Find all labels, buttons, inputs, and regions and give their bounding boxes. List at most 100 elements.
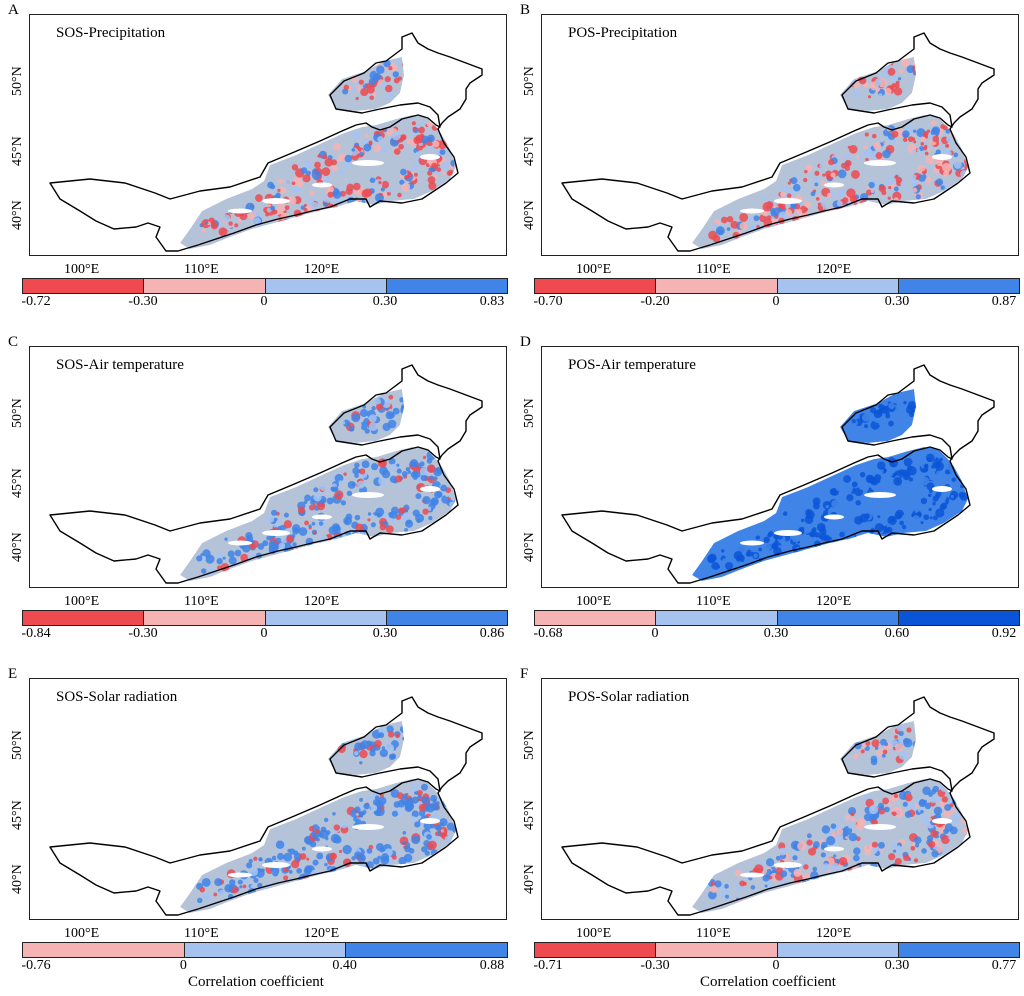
- correlation-pixel: [767, 533, 772, 538]
- colorbar-segment: [777, 943, 899, 957]
- correlation-pixel: [762, 547, 770, 554]
- correlation-pixel: [360, 88, 369, 97]
- correlation-pixel: [868, 487, 872, 491]
- correlation-pixel: [803, 177, 808, 183]
- correlation-pixel: [726, 891, 730, 895]
- correlation-pixel: [914, 836, 922, 844]
- region-boundary: [49, 364, 483, 584]
- correlation-pixel: [837, 189, 847, 199]
- correlation-pixel: [950, 494, 954, 499]
- non-vegetated-gap: [352, 160, 384, 166]
- correlation-pixel: [432, 798, 437, 803]
- correlation-pixel: [277, 178, 284, 185]
- correlation-pixel: [923, 146, 928, 151]
- correlation-pixel: [454, 485, 456, 490]
- correlation-pixel: [812, 866, 818, 872]
- correlation-pixel: [338, 168, 345, 175]
- correlation-pixel: [408, 797, 412, 801]
- correlation-pixel: [818, 534, 823, 539]
- correlation-pixel: [302, 160, 312, 170]
- correlation-pixel: [945, 143, 950, 148]
- correlation-pixel: [359, 749, 368, 759]
- correlation-pixel: [953, 161, 962, 169]
- correlation-pixel: [460, 168, 464, 172]
- correlation-pixel: [830, 823, 837, 829]
- correlation-pixel: [200, 555, 207, 562]
- correlation-pixel: [386, 725, 394, 734]
- correlation-pixel: [339, 190, 346, 197]
- correlation-pixel: [281, 221, 291, 231]
- correlation-pixel: [916, 175, 920, 180]
- correlation-pixel: [420, 474, 428, 482]
- correlation-pixel: [893, 87, 903, 96]
- correlation-pixel: [851, 481, 858, 488]
- correlation-pixel: [237, 879, 243, 885]
- correlation-pixel: [894, 845, 902, 853]
- correlation-pixel: [351, 131, 361, 140]
- correlation-pixel: [458, 824, 464, 830]
- correlation-pixel: [865, 798, 874, 808]
- correlation-pixel: [775, 855, 781, 861]
- latitude-label: 45°N: [522, 468, 537, 498]
- correlation-pixel: [333, 835, 342, 844]
- non-vegetated-gap: [312, 182, 332, 188]
- correlation-pixel: [842, 197, 849, 204]
- colorbar-segment: [144, 279, 266, 293]
- correlation-pixel: [368, 140, 373, 145]
- longitude-label: 120°E: [816, 926, 852, 941]
- colorbar-segment: [265, 611, 387, 625]
- correlation-pixel: [898, 68, 904, 74]
- correlation-pixel: [363, 143, 372, 152]
- correlation-pixel: [903, 457, 913, 467]
- region-boundary: [561, 364, 995, 584]
- correlation-pixel: [879, 404, 889, 414]
- correlation-pixel: [402, 59, 411, 69]
- correlation-pixel: [796, 208, 803, 215]
- correlation-pixel: [308, 504, 315, 511]
- correlation-pixel: [923, 514, 930, 521]
- correlation-pixel: [843, 475, 851, 483]
- correlation-pixel: [852, 90, 861, 99]
- correlation-pixel: [240, 545, 244, 549]
- correlation-pixel: [427, 176, 436, 184]
- correlation-pixel: [883, 401, 889, 407]
- map-graphic: [561, 32, 995, 252]
- correlation-pixel: [323, 202, 329, 207]
- correlation-pixel: [200, 568, 207, 574]
- correlation-pixel: [716, 553, 722, 559]
- correlation-pixel: [286, 866, 291, 871]
- region-boundary: [49, 32, 483, 252]
- non-vegetated-gap: [228, 208, 252, 214]
- correlation-pixel: [940, 124, 946, 129]
- correlation-pixel: [346, 183, 354, 192]
- correlation-pixel: [359, 151, 364, 156]
- correlation-pixel: [386, 187, 392, 193]
- correlation-pixel: [384, 76, 391, 83]
- correlation-pixel: [371, 406, 376, 411]
- colorbar-segment: [535, 611, 657, 625]
- correlation-pixel: [753, 215, 760, 222]
- correlation-pixel: [301, 846, 306, 851]
- map-frame: POS-Solar radiation: [541, 678, 1019, 920]
- correlation-pixel: [347, 85, 353, 91]
- correlation-pixel: [892, 811, 897, 817]
- correlation-pixel: [947, 797, 953, 803]
- correlation-pixel: [222, 214, 231, 223]
- correlation-pixel: [933, 479, 937, 483]
- correlation-pixel: [349, 755, 353, 759]
- correlation-pixel: [334, 536, 343, 545]
- correlation-pixel: [894, 735, 898, 739]
- correlation-pixel: [765, 858, 775, 867]
- longitude-label: 120°E: [304, 594, 340, 609]
- non-vegetated-gap: [740, 540, 764, 546]
- colorbar-segment: [898, 611, 1019, 625]
- panel-title: POS-Precipitation: [568, 25, 678, 41]
- correlation-pixel: [327, 186, 334, 193]
- correlation-pixel: [863, 148, 873, 158]
- correlation-pixel: [386, 91, 394, 100]
- map-graphic: [561, 364, 995, 584]
- correlation-pixel: [908, 477, 913, 482]
- correlation-pixel: [883, 514, 887, 518]
- correlation-pixel: [927, 148, 932, 153]
- correlation-pixel: [418, 821, 425, 828]
